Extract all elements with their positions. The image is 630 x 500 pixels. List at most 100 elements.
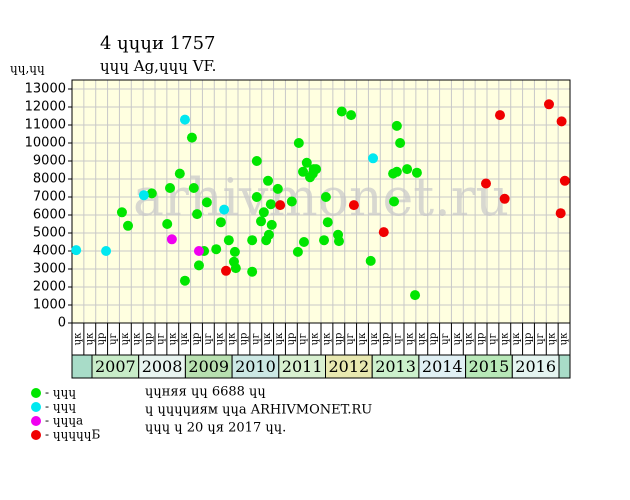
quarter-label: ɥк (72, 332, 83, 345)
chart-title: 4 ɥɥɥи 1757 (100, 33, 215, 54)
quarter-label: ɥк (416, 332, 427, 345)
data-point (258, 207, 269, 218)
quarter-label: ɥг (203, 333, 214, 345)
y-tick-label: 1000 (33, 298, 66, 313)
quarter-label: ɥк (511, 332, 522, 345)
data-point (556, 116, 567, 127)
quarter-label: ɥк (179, 332, 190, 345)
data-point (123, 220, 134, 231)
year-label: 2016 (515, 357, 556, 376)
legend-label: - ɥɥɥ (45, 400, 76, 414)
data-point (480, 178, 491, 189)
y-tick-label: 11000 (25, 118, 66, 133)
data-point (298, 166, 309, 177)
data-point (230, 263, 241, 274)
quarter-label: ɥг (155, 333, 166, 345)
data-point (559, 175, 570, 186)
data-point (188, 183, 199, 193)
data-point (402, 164, 413, 175)
data-point (179, 114, 190, 125)
data-point (410, 290, 421, 301)
data-point (221, 265, 232, 276)
data-point (174, 168, 185, 179)
data-point (146, 188, 157, 199)
quarter-label: ɥг (440, 333, 451, 345)
quarter-label: ɥк (369, 332, 380, 345)
data-point (395, 138, 406, 148)
data-point (293, 138, 304, 148)
quarter-label: ɥк (262, 332, 273, 345)
data-point (389, 196, 400, 207)
data-point (247, 235, 258, 246)
y-tick-label: 7000 (33, 190, 66, 205)
data-point (101, 246, 112, 256)
y-axis-label: ɥɥ,ɥɥ (10, 62, 45, 76)
quarter-label: ɥг (250, 333, 261, 345)
y-tick-label: 5000 (33, 226, 66, 241)
data-point (333, 236, 344, 247)
year-label: 2009 (188, 357, 229, 376)
data-point (256, 216, 267, 227)
data-point (555, 208, 566, 219)
year-label: 2014 (422, 357, 463, 376)
legend-marker (31, 430, 41, 440)
data-point (494, 110, 505, 121)
data-point (211, 244, 222, 255)
data-point (499, 193, 510, 204)
year-label: 2008 (142, 357, 183, 376)
data-point (301, 157, 312, 168)
quarter-label: ɥк (452, 332, 463, 345)
legend-label: - ɥɥɥɥɥБ (45, 428, 101, 442)
quarter-label: ɥр (286, 333, 297, 346)
quarter-label: ɥг (487, 333, 498, 345)
data-point (251, 156, 262, 166)
y-tick-label: 2000 (33, 280, 66, 295)
data-point (166, 234, 177, 245)
data-point (193, 246, 204, 256)
data-point (346, 110, 357, 121)
data-point (266, 219, 277, 230)
quarter-label: ɥг (535, 333, 546, 345)
quarter-label: ɥк (132, 332, 143, 345)
data-point (322, 217, 333, 228)
data-point (179, 275, 190, 286)
data-point (215, 217, 226, 228)
quarter-label: ɥр (238, 333, 249, 346)
data-point (319, 235, 330, 246)
note: ɥɥняя ɥɥ 6688 ɥɥ (145, 385, 266, 400)
quarter-label: ɥр (96, 333, 107, 346)
quarter-label: ɥк (321, 332, 332, 345)
data-point (193, 260, 204, 271)
legend-label: - ɥɥɥа (45, 414, 83, 428)
quarter-label: ɥр (144, 333, 155, 346)
note: ɥ ɥɥɥɥиям ɥɥа ARHIVMONET.RU (145, 403, 372, 418)
data-point (275, 200, 286, 211)
data-point (219, 204, 230, 215)
data-point (247, 266, 258, 277)
y-tick-label: 12000 (25, 100, 66, 115)
data-point (365, 255, 376, 266)
quarter-label: ɥк (120, 332, 131, 345)
legend-marker (31, 388, 41, 398)
data-point (368, 153, 379, 164)
data-point (298, 237, 309, 247)
data-point (336, 106, 347, 117)
quarter-label: ɥк (499, 332, 510, 345)
quarter-label: ɥк (559, 332, 570, 345)
data-point (348, 200, 359, 211)
legend-label: - ɥɥɥ (45, 386, 76, 400)
quarter-label: ɥк (274, 332, 285, 345)
data-point (320, 192, 331, 202)
y-tick-label: 9000 (33, 154, 66, 169)
year-cell (511, 354, 560, 379)
y-tick-label: 10000 (25, 136, 66, 151)
data-point (378, 227, 389, 238)
quarter-label: ɥк (167, 332, 178, 345)
data-point (116, 207, 127, 218)
year-label: 2012 (328, 357, 369, 376)
legend-marker (31, 416, 41, 426)
quarter-label: ɥр (191, 333, 202, 346)
data-point (272, 183, 283, 194)
note: ɥɥɥ ɥ 20 ɥя 2017 ɥɥ. (145, 421, 286, 436)
